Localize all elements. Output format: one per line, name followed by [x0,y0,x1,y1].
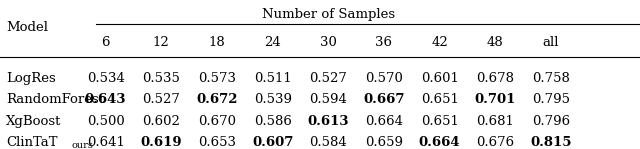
Text: 0.796: 0.796 [532,115,570,128]
Text: 0.659: 0.659 [365,136,403,149]
Text: 0.601: 0.601 [420,72,459,85]
Text: ours: ours [72,141,93,149]
Text: 36: 36 [376,36,392,49]
Text: 0.573: 0.573 [198,72,236,85]
Text: 0.602: 0.602 [142,115,180,128]
Text: 0.570: 0.570 [365,72,403,85]
Text: 0.664: 0.664 [419,136,461,149]
Text: 0.534: 0.534 [86,72,125,85]
Text: 30: 30 [320,36,337,49]
Text: 0.500: 0.500 [87,115,124,128]
Text: 0.653: 0.653 [198,136,236,149]
Text: 0.758: 0.758 [532,72,570,85]
Text: 0.678: 0.678 [476,72,515,85]
Text: 48: 48 [487,36,504,49]
Text: 0.641: 0.641 [86,136,125,149]
Text: 0.535: 0.535 [142,72,180,85]
Text: all: all [543,36,559,49]
Text: 0.511: 0.511 [254,72,291,85]
Text: 0.586: 0.586 [253,115,292,128]
Text: ClinTaT: ClinTaT [6,136,58,149]
Text: 6: 6 [101,36,110,49]
Text: 0.539: 0.539 [253,93,292,106]
Text: 0.643: 0.643 [85,93,126,106]
Text: 0.815: 0.815 [531,136,572,149]
Text: XgBoost: XgBoost [6,115,62,128]
Text: 0.527: 0.527 [309,72,348,85]
Text: 0.670: 0.670 [198,115,236,128]
Text: 0.667: 0.667 [364,93,404,106]
Text: 24: 24 [264,36,281,49]
Text: 0.619: 0.619 [140,136,182,149]
Text: 0.527: 0.527 [142,93,180,106]
Text: 42: 42 [431,36,448,49]
Text: 0.651: 0.651 [420,115,459,128]
Text: 0.584: 0.584 [310,136,347,149]
Text: Number of Samples: Number of Samples [262,8,395,21]
Text: 0.681: 0.681 [476,115,515,128]
Text: LogRes: LogRes [6,72,56,85]
Text: 0.701: 0.701 [475,93,516,106]
Text: 0.664: 0.664 [365,115,403,128]
Text: 18: 18 [209,36,225,49]
Text: 0.676: 0.676 [476,136,515,149]
Text: 0.672: 0.672 [196,93,237,106]
Text: 0.651: 0.651 [420,93,459,106]
Text: 0.795: 0.795 [532,93,570,106]
Text: 0.594: 0.594 [309,93,348,106]
Text: 0.607: 0.607 [252,136,293,149]
Text: 0.613: 0.613 [308,115,349,128]
Text: RandomForest: RandomForest [6,93,104,106]
Text: Model: Model [6,21,49,34]
Text: 12: 12 [153,36,170,49]
